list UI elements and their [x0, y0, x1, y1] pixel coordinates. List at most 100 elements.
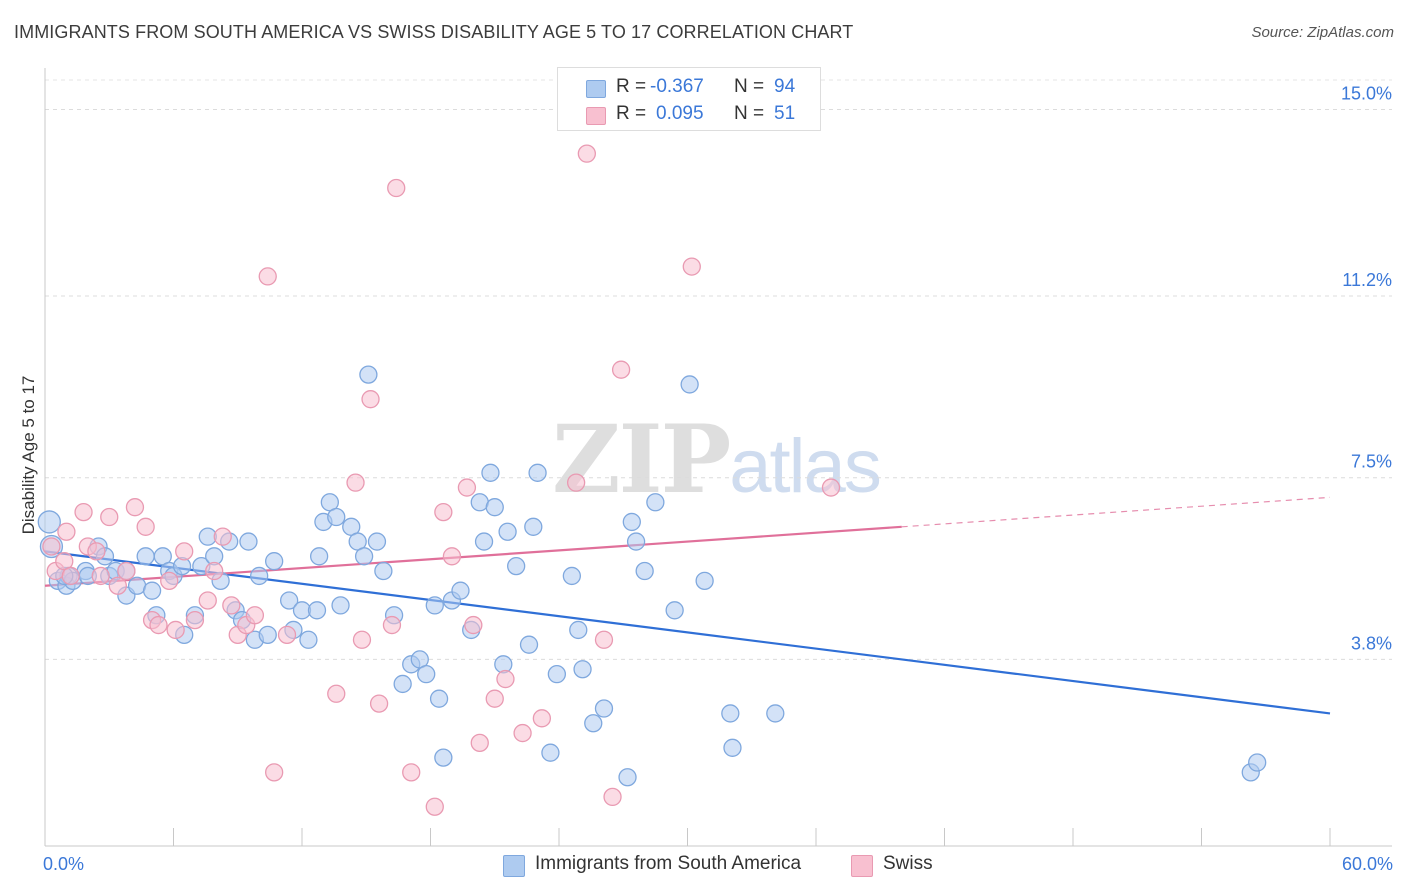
- axes: [44, 68, 1392, 847]
- point-south-america: [524, 517, 543, 536]
- point-south-america: [541, 743, 560, 762]
- point-swiss: [136, 517, 155, 536]
- point-south-america: [331, 596, 350, 615]
- point-swiss: [346, 473, 365, 492]
- legend-n-label: N =: [734, 103, 765, 124]
- chart-title: IMMIGRANTS FROM SOUTH AMERICA VS SWISS D…: [14, 22, 854, 42]
- point-south-america: [359, 365, 378, 384]
- point-south-america: [1248, 753, 1267, 772]
- point-south-america: [547, 664, 567, 684]
- point-south-america: [498, 522, 517, 541]
- point-south-america: [354, 547, 374, 566]
- point-swiss: [213, 527, 232, 546]
- point-swiss: [160, 571, 179, 590]
- watermark-zip: ZIP: [552, 405, 731, 515]
- point-swiss: [74, 502, 93, 522]
- point-swiss: [125, 498, 145, 517]
- point-swiss: [175, 542, 194, 561]
- point-swiss: [327, 684, 346, 703]
- data-points: [37, 144, 1267, 816]
- legend-swatch-swiss: [586, 107, 606, 125]
- point-swiss: [387, 178, 406, 198]
- point-south-america: [665, 601, 684, 620]
- trend-line-swiss-extension: [901, 496, 1331, 528]
- point-swiss: [594, 630, 614, 649]
- legend-row-south-america: R = -0.367 N = 94: [558, 76, 820, 102]
- point-swiss: [87, 542, 106, 561]
- point-swiss: [464, 615, 483, 635]
- legend-r-value: 0.095: [656, 103, 704, 124]
- point-swiss: [91, 566, 110, 586]
- point-south-america: [474, 532, 494, 551]
- point-south-america: [562, 566, 581, 586]
- point-swiss: [258, 267, 277, 286]
- point-south-america: [594, 699, 614, 718]
- point-swiss: [61, 566, 80, 586]
- point-swiss: [470, 733, 489, 753]
- point-south-america: [680, 375, 699, 394]
- point-swiss: [611, 360, 631, 379]
- y-tick-label: 3.8%: [1351, 633, 1392, 653]
- point-swiss: [198, 591, 217, 610]
- point-swiss: [382, 615, 402, 635]
- point-swiss: [442, 547, 462, 566]
- point-south-america: [265, 552, 284, 571]
- source-label: Source: ZipAtlas.com: [1251, 24, 1394, 41]
- point-south-america: [425, 596, 444, 615]
- point-south-america: [622, 512, 641, 532]
- point-swiss: [108, 576, 127, 595]
- trend-line-swiss: [44, 525, 902, 587]
- legend-label-swiss: Swiss: [883, 853, 933, 874]
- point-swiss: [166, 620, 185, 640]
- point-south-america: [258, 625, 277, 645]
- point-swiss: [42, 537, 61, 556]
- point-south-america: [646, 493, 665, 512]
- point-swiss: [205, 561, 224, 581]
- point-swiss: [185, 610, 205, 630]
- point-south-america: [485, 498, 504, 517]
- point-swiss: [222, 596, 241, 615]
- legend-n-value: 51: [774, 103, 796, 124]
- point-swiss: [57, 522, 76, 541]
- point-south-america: [507, 556, 526, 576]
- point-south-america: [481, 463, 500, 482]
- legend-r-label: R =: [616, 103, 647, 124]
- point-south-america: [136, 547, 155, 566]
- axis-labels: 3.8% 7.5% 11.2% 15.0% 0.0% 60.0% Disability Ag…: [19, 83, 1393, 874]
- point-south-america: [635, 561, 654, 581]
- correlation-legend: R = -0.367 N = 94 R = 0.095 N = 51: [557, 67, 821, 131]
- point-south-america: [434, 748, 453, 767]
- point-south-america: [519, 635, 539, 654]
- point-swiss: [682, 257, 701, 276]
- point-south-america: [766, 704, 785, 723]
- point-south-america: [239, 532, 258, 551]
- point-swiss: [496, 669, 515, 689]
- legend-swatch-south-america: [586, 80, 606, 98]
- point-south-america: [626, 532, 646, 551]
- point-south-america: [37, 510, 61, 534]
- point-swiss: [457, 478, 477, 497]
- point-swiss: [821, 478, 841, 497]
- point-swiss: [402, 763, 421, 782]
- point-south-america: [327, 507, 346, 527]
- point-swiss: [485, 689, 504, 708]
- point-swiss: [434, 502, 453, 522]
- y-tick-label: 11.2%: [1342, 270, 1392, 290]
- x-tick-label: 60.0%: [1342, 854, 1393, 874]
- point-south-america: [569, 620, 588, 640]
- legend-r-value: -0.367: [650, 76, 704, 97]
- legend-n-value: 94: [774, 76, 796, 97]
- watermark: ZIPatlas: [552, 405, 882, 515]
- point-swiss: [532, 709, 552, 728]
- point-south-america: [279, 591, 299, 610]
- point-south-america: [142, 581, 162, 600]
- point-south-america: [573, 660, 592, 679]
- point-south-america: [723, 738, 742, 757]
- point-swiss: [566, 473, 586, 492]
- point-south-america: [695, 571, 714, 590]
- point-south-america: [393, 674, 412, 694]
- point-swiss: [369, 694, 389, 713]
- point-swiss: [513, 723, 532, 743]
- legend-swatch-swiss: [851, 855, 873, 877]
